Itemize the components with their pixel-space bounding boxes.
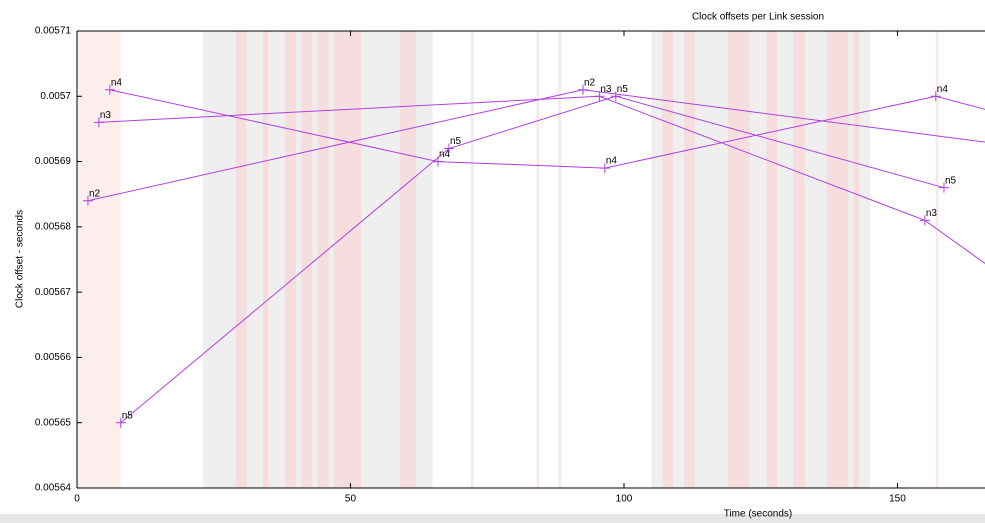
y-tick-label: 0.00564	[35, 483, 72, 494]
shaded-region	[77, 31, 121, 488]
shaded-region	[334, 31, 362, 488]
shaded-region	[470, 31, 474, 488]
y-tick-label: 0.00567	[35, 287, 72, 298]
point-label: n5	[945, 175, 957, 186]
x-tick-label: 150	[889, 494, 906, 505]
y-tick-label: 0.00565	[35, 417, 72, 428]
point-label: n4	[439, 149, 451, 160]
point-label: n3	[100, 110, 112, 121]
point-marker	[577, 84, 588, 95]
status-strip	[0, 514, 985, 523]
point-marker	[938, 182, 949, 193]
point-label: n5	[122, 410, 134, 421]
shaded-region	[727, 31, 750, 488]
shaded-region	[558, 31, 562, 488]
shaded-region	[935, 31, 939, 488]
y-tick-label: 0.00569	[35, 156, 72, 167]
shaded-region	[399, 31, 417, 488]
point-marker	[93, 117, 104, 128]
y-tick-label: 0.00571	[35, 26, 72, 37]
shaded-region	[284, 31, 296, 488]
regions	[77, 31, 939, 488]
point-label: n2	[584, 77, 596, 88]
shaded-region	[235, 31, 247, 488]
point-marker	[930, 91, 941, 102]
shaded-region	[536, 31, 540, 488]
shaded-region	[853, 31, 860, 488]
point-marker	[610, 91, 621, 102]
chart-title: Clock offsets per Link session	[692, 12, 824, 23]
point-marker	[104, 84, 115, 95]
y-tick-label: 0.00568	[35, 221, 72, 232]
shaded-region	[662, 31, 674, 488]
point-label: n3	[600, 84, 612, 95]
shaded-region	[766, 31, 778, 488]
point-marker	[594, 91, 605, 102]
plot-area: n2n2n2n3n3n3n3n4n4n4n4n4n5n5n5n5	[82, 77, 985, 428]
point-marker	[115, 417, 126, 428]
x-tick-label: 100	[616, 494, 633, 505]
point-label: n5	[450, 136, 462, 147]
shaded-region	[301, 31, 313, 488]
y-tick-label: 0.0057	[40, 91, 71, 102]
series-line	[120, 95, 945, 424]
shaded-region	[826, 31, 849, 488]
point-marker	[919, 215, 930, 226]
series-line	[98, 95, 985, 265]
x-tick-label: 50	[345, 494, 357, 505]
axes: 0.00564 0.00565 0.00566 0.00567 0.00568 0.005…	[35, 26, 985, 505]
point-label: n4	[606, 156, 618, 167]
point-label: n5	[617, 84, 629, 95]
y-tick-label: 0.00566	[35, 352, 72, 363]
shaded-region	[793, 31, 805, 488]
point-label: n4	[111, 77, 123, 88]
point-label: n4	[937, 84, 949, 95]
point-marker	[443, 143, 454, 154]
y-axis-label: Clock offset - seconds	[15, 210, 26, 308]
shaded-region	[317, 31, 329, 488]
shaded-region	[262, 31, 269, 488]
x-axis-label: Time (seconds)	[724, 509, 793, 520]
x-tick-label: 0	[74, 494, 80, 505]
shaded-region	[684, 31, 696, 488]
point-label: n3	[926, 208, 938, 219]
point-label: n2	[89, 188, 101, 199]
point-marker	[599, 163, 610, 174]
point-marker	[82, 195, 93, 206]
